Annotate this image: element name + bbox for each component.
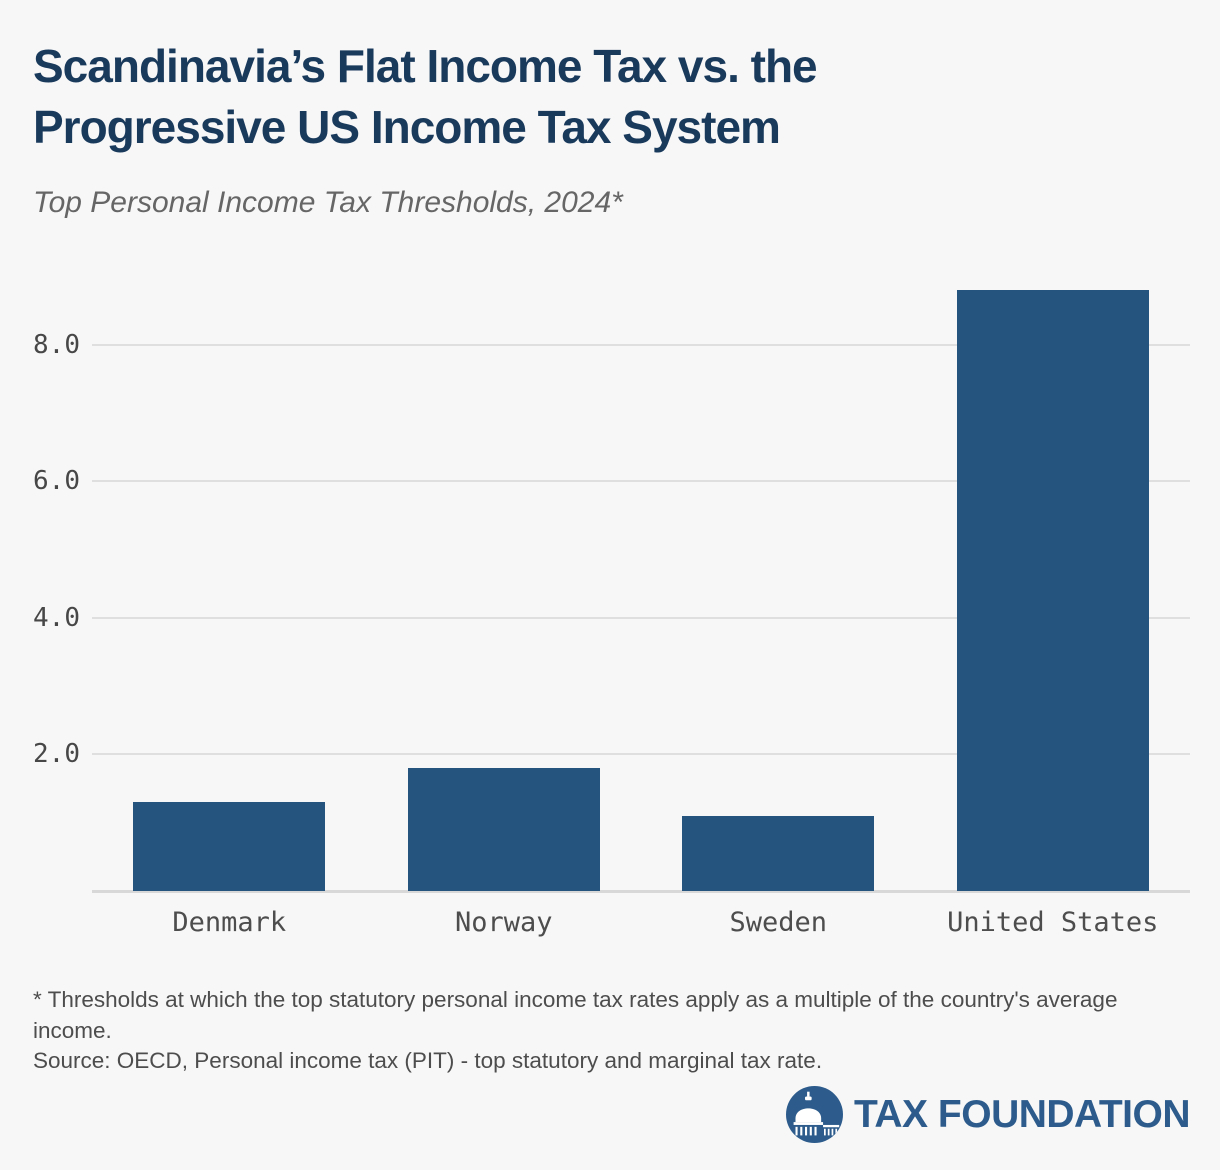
chart-subtitle: Top Personal Income Tax Thresholds, 2024… <box>33 186 623 219</box>
x-tick-label-norway: Norway <box>454 907 553 938</box>
bar-denmark <box>133 802 326 891</box>
gridline-6.0 <box>92 480 1190 483</box>
gridline-8.0 <box>92 343 1190 346</box>
title-line-1: Scandinavia’s Flat Income Tax vs. the <box>33 40 818 92</box>
x-tick-label-sweden: Sweden <box>729 907 828 938</box>
plot-area <box>92 263 1190 893</box>
logo-wordmark: TAX FOUNDATION <box>853 1092 1191 1136</box>
bar-chart: 2.0 4.0 6.0 8.0 Denmark Norway Sweden United St… <box>0 263 1220 963</box>
gridline-4.0 <box>92 616 1190 619</box>
bar-norway <box>407 768 600 891</box>
bar-united-states <box>956 290 1149 891</box>
x-tick-label-denmark: Denmark <box>172 907 287 938</box>
x-axis-line <box>92 890 1190 893</box>
y-tick-label: 8.0 <box>33 329 80 360</box>
footnote-source: Source: OECD, Personal income tax (PIT) … <box>33 1048 823 1073</box>
title-line-2: Progressive US Income Tax System <box>33 101 781 153</box>
bar-sweden <box>682 815 875 891</box>
gridline-2.0 <box>92 753 1190 756</box>
footnote: * Thresholds at which the top statutory … <box>33 985 1190 1077</box>
page-title: Scandinavia’s Flat Income Tax vs. the Pr… <box>33 36 1113 158</box>
y-tick-label: 2.0 <box>33 739 80 770</box>
x-tick-label-united-states: United States <box>947 907 1159 938</box>
tax-foundation-logo: TAX FOUNDATION <box>785 1086 1191 1143</box>
capitol-dome-icon <box>785 1086 843 1143</box>
footnote-note: * Thresholds at which the top statutory … <box>33 987 1118 1043</box>
y-tick-label: 6.0 <box>33 466 80 497</box>
y-tick-label: 4.0 <box>33 602 80 633</box>
